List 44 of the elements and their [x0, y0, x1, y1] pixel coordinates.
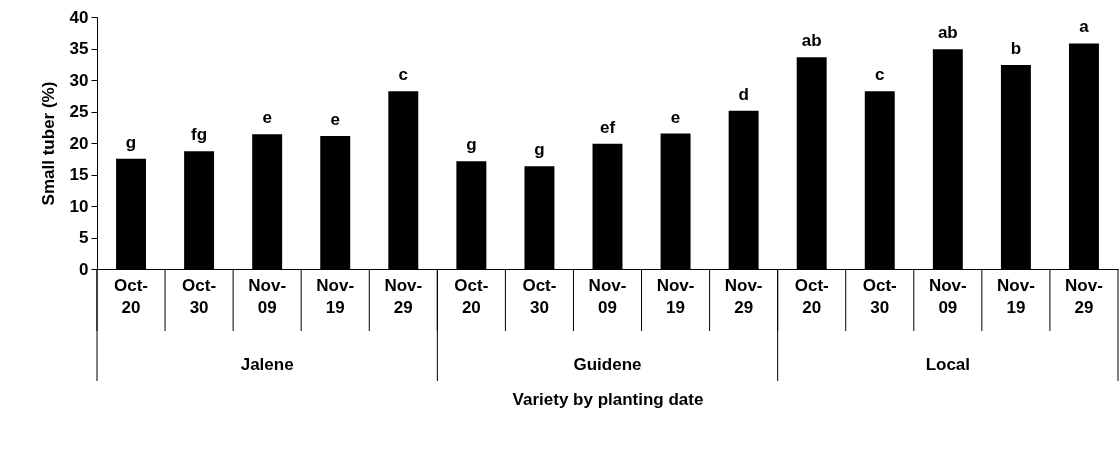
- data-label: c: [875, 65, 885, 85]
- data-label: e: [670, 107, 681, 127]
- y-tick-label: 0: [79, 259, 89, 279]
- y-tick-label: 5: [79, 228, 89, 247]
- data-label: e: [262, 108, 272, 128]
- x-tick-label: Nov-29: [384, 275, 423, 317]
- data-label: ab: [937, 23, 958, 43]
- text: Guidene: [573, 355, 642, 374]
- text: Jalene: [240, 355, 294, 374]
- x-tick-label: Nov-19: [316, 275, 355, 317]
- x-tick-label: Nov-29: [724, 275, 763, 317]
- data-label: ef: [599, 117, 616, 137]
- text: Local: [925, 355, 971, 374]
- x-tick-label: Nov-19: [997, 275, 1035, 317]
- x-tick-label: Nov-09: [928, 275, 967, 317]
- x-tick-label: Nov-09: [588, 275, 627, 317]
- y-tick-label: 40: [69, 7, 89, 27]
- y-tick-label: 15: [69, 165, 89, 184]
- data-label: d: [738, 84, 749, 104]
- data-label: b: [1010, 38, 1022, 58]
- data-label: ab: [801, 31, 822, 51]
- data-label: e: [330, 110, 340, 130]
- x-tick-label: Oct-20: [794, 275, 829, 317]
- x-tick-label: Nov-19: [656, 275, 695, 317]
- y-tick-label: 10: [69, 196, 89, 216]
- y-axis-title: Small tuber (%): [38, 81, 58, 206]
- x-tick-label: Nov-09: [248, 275, 287, 317]
- data-label: g: [466, 135, 477, 155]
- x-tick-label: Oct-30: [182, 275, 217, 317]
- data-label: fg: [191, 125, 208, 145]
- data-label: c: [398, 65, 409, 85]
- x-tick-label: Nov-29: [1065, 275, 1103, 317]
- x-tick-label: Oct-30: [522, 275, 557, 317]
- data-label: g: [534, 140, 545, 160]
- x-tick-label: Oct-20: [454, 275, 489, 317]
- x-axis-title: Variety by planting date: [512, 389, 704, 409]
- x-tick-label: Oct-30: [862, 275, 897, 317]
- y-tick-label: 25: [69, 102, 89, 121]
- x-tick-label: Oct-20: [114, 275, 149, 317]
- y-tick-label: 20: [69, 133, 89, 153]
- y-tick-label: 35: [69, 39, 89, 58]
- data-label: g: [125, 132, 137, 152]
- y-tick-label: 30: [69, 70, 89, 90]
- data-label: a: [1079, 17, 1090, 37]
